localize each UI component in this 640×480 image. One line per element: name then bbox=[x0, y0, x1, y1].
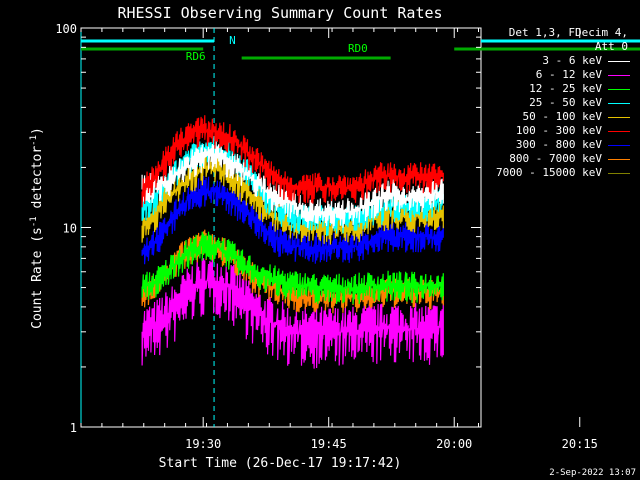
legend-label: 6 - 12 keV bbox=[535, 68, 602, 81]
legend-swatch bbox=[608, 89, 630, 90]
legend-item: 25 - 50 keV bbox=[480, 96, 636, 110]
series-7-line bbox=[141, 229, 444, 314]
series-group bbox=[141, 115, 444, 369]
series-2-line bbox=[141, 231, 444, 305]
series-1-line bbox=[141, 257, 444, 369]
legend-item: 800 - 7000 keV bbox=[480, 152, 636, 166]
timestamp: 2-Sep-2022 13:07 bbox=[549, 468, 636, 478]
x-axis-label: Start Time (26-Dec-17 19:17:42) bbox=[159, 456, 402, 471]
plot-frame bbox=[80, 27, 482, 428]
x-tick-label: 20:00 bbox=[436, 437, 472, 451]
legend-swatch bbox=[608, 131, 630, 132]
legend-swatch bbox=[608, 173, 630, 174]
legend-swatch bbox=[608, 159, 630, 160]
legend-label: 800 - 7000 keV bbox=[509, 152, 602, 165]
legend-swatch bbox=[608, 145, 630, 146]
legend-item: 12 - 25 keV bbox=[480, 82, 636, 96]
y-tick-label: 100 bbox=[55, 22, 77, 36]
series-5-line bbox=[141, 115, 444, 208]
legend-label: 3 - 6 keV bbox=[542, 54, 602, 67]
legend-label: 100 - 300 keV bbox=[515, 124, 602, 137]
legend-swatch bbox=[608, 61, 630, 62]
legend-item: 300 - 800 keV bbox=[480, 138, 636, 152]
legend-label: 300 - 800 keV bbox=[515, 138, 602, 151]
legend-swatch bbox=[608, 75, 630, 76]
series-3-line bbox=[141, 137, 444, 237]
legend-header-line-1: Det 1,3, FDecim 4, bbox=[508, 26, 628, 39]
legend-swatch bbox=[608, 103, 630, 104]
legend: Det 1,3, FDecim 4, Att 0 3 - 6 keV 6 - 12… bbox=[480, 26, 636, 180]
legend-label: 25 - 50 keV bbox=[529, 96, 602, 109]
legend-item: 100 - 300 keV bbox=[480, 124, 636, 138]
annotation-n: N bbox=[229, 34, 236, 47]
x-tick-label: 19:45 bbox=[311, 437, 347, 451]
annotation-rd0: RD0 bbox=[348, 42, 368, 55]
x-tick-label: 19:30 bbox=[185, 437, 221, 451]
series-4-line bbox=[141, 154, 444, 245]
legend-label: 7000 - 15000 keV bbox=[496, 166, 602, 179]
legend-swatch bbox=[608, 117, 630, 118]
legend-label: 50 - 100 keV bbox=[522, 110, 602, 123]
legend-item: 50 - 100 keV bbox=[480, 110, 636, 124]
legend-header-line-2: Att 0 bbox=[594, 40, 628, 53]
legend-item: 3 - 6 keV bbox=[480, 54, 636, 68]
legend-label: 12 - 25 keV bbox=[529, 82, 602, 95]
status-bars: N RD0 RD6 bbox=[81, 34, 640, 63]
series-0-line bbox=[141, 141, 444, 229]
x-tick-label: 20:15 bbox=[562, 437, 598, 451]
legend-item: 7000 - 15000 keV bbox=[480, 166, 636, 180]
annotation-rd6: RD6 bbox=[186, 50, 206, 63]
y-axis-label: Count Rate (s-1 detector-1) bbox=[29, 127, 45, 329]
chart-title: RHESSI Observing Summary Count Rates bbox=[117, 4, 442, 22]
y-tick-label: 10 bbox=[63, 222, 77, 236]
y-tick-label: 1 bbox=[70, 421, 77, 435]
legend-item: 6 - 12 keV bbox=[480, 68, 636, 82]
